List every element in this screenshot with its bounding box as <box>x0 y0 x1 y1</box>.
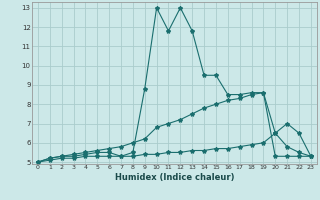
X-axis label: Humidex (Indice chaleur): Humidex (Indice chaleur) <box>115 173 234 182</box>
